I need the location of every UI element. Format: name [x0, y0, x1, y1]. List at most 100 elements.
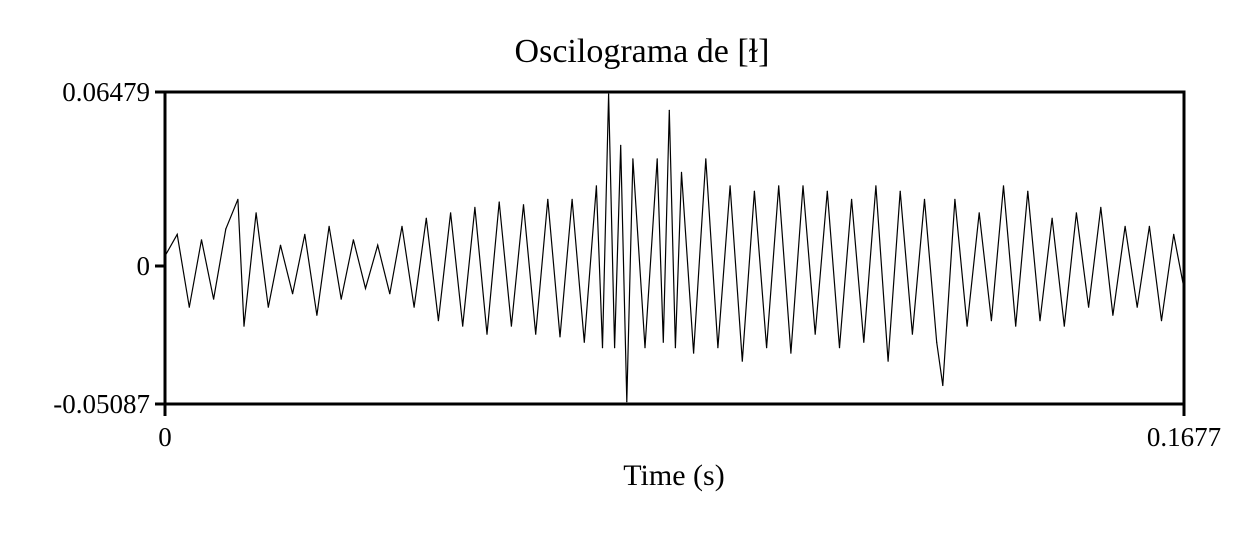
waveform-sample-point — [462, 325, 464, 327]
waveform-sample-point — [316, 314, 318, 316]
plot-frame — [163, 90, 1186, 406]
waveform-series-line — [164, 94, 1185, 402]
waveform-sample-point — [936, 341, 938, 343]
y-tick-label-min: -0.05087 — [53, 389, 150, 419]
waveform-sample-point — [267, 306, 269, 308]
waveform-sample-point — [693, 352, 695, 354]
waveform-sample-point — [766, 347, 768, 349]
waveform-sample-point — [328, 225, 330, 227]
y-tick-label-zero: 0 — [137, 251, 151, 281]
waveform-sample-point — [778, 185, 780, 187]
waveform-sample-point — [188, 306, 190, 308]
waveform-sample-point — [1063, 325, 1065, 327]
waveform-sample-point — [1027, 190, 1029, 192]
waveform-sample-point — [620, 144, 622, 146]
waveform-sample-point — [705, 158, 707, 160]
waveform-sample-point — [1148, 225, 1150, 227]
waveform-sample-point — [377, 244, 379, 246]
waveform-sample-point — [450, 212, 452, 214]
waveform-sample-point — [802, 185, 804, 187]
waveform-sample-point — [826, 190, 828, 192]
waveform-sample-point — [413, 306, 415, 308]
waveform-sample-point — [668, 109, 670, 111]
waveform-sample-point — [1136, 306, 1138, 308]
waveform-sample-point — [863, 341, 865, 343]
waveform-sample-point — [632, 158, 634, 160]
waveform-sample-point — [899, 190, 901, 192]
waveform-sample-point — [425, 217, 427, 219]
waveform-sample-point — [510, 325, 512, 327]
waveform-sample-point — [1039, 320, 1041, 322]
waveform-sample-point — [583, 341, 585, 343]
waveform-sample-point — [1112, 314, 1114, 316]
waveform-sample-point — [990, 320, 993, 322]
waveform-sample-point — [474, 206, 476, 208]
waveform-sample-point — [887, 360, 889, 362]
waveform-sample-point — [401, 225, 403, 227]
waveform-sample-point — [1124, 225, 1126, 227]
waveform-sample-point — [662, 341, 664, 343]
waveform-sample-point — [243, 325, 245, 327]
waveform-sample-point — [1160, 320, 1163, 322]
waveform-sample-point — [644, 347, 646, 349]
waveform-sample-point — [790, 352, 792, 354]
waveform-sample-point — [340, 298, 342, 300]
waveform-sample-point — [601, 347, 604, 349]
waveform-sample-point — [838, 347, 841, 349]
waveform-sample-point — [911, 333, 914, 335]
x-axis-label: Time (s) — [623, 459, 724, 492]
waveform-sample-point — [851, 198, 853, 200]
waveform-sample-point — [1100, 206, 1102, 208]
waveform-sample-point — [225, 228, 227, 230]
waveform-sample-point — [237, 198, 239, 200]
waveform-sample-point — [1051, 217, 1053, 219]
waveform-sample-point — [966, 325, 968, 327]
waveform-sample-point — [875, 185, 877, 187]
waveform-sample-point — [1015, 325, 1017, 327]
waveform-sample-point — [674, 347, 677, 349]
x-tick-label-end: 0.1677 — [1147, 422, 1221, 452]
waveform-sample-point — [213, 298, 215, 300]
waveform-sample-point — [942, 384, 944, 387]
waveform-sample-point — [571, 198, 573, 200]
waveform-sample-point — [595, 185, 598, 187]
waveform-sample-point — [200, 239, 203, 241]
waveform-sample-point — [279, 244, 282, 246]
waveform-sample-point — [486, 333, 488, 335]
waveform-sample-point — [1088, 306, 1090, 308]
waveform-sample-point — [978, 212, 980, 214]
x-tick-label-start: 0 — [158, 422, 172, 452]
waveform-sample-point — [1002, 185, 1005, 187]
waveform-sample-point — [814, 333, 816, 335]
waveform-sample-point — [753, 190, 756, 192]
waveform-sample-point — [680, 171, 683, 173]
waveform-sample-point — [608, 93, 610, 95]
waveform-sample-point — [614, 347, 616, 349]
waveform-sample-point — [389, 293, 391, 295]
y-tick-label-max: 0.06479 — [62, 77, 150, 107]
waveform-sample-point — [1173, 233, 1175, 235]
chart-title: Oscilograma de [ɫ] — [515, 33, 770, 70]
waveform-sample-point — [559, 336, 561, 338]
waveform — [164, 93, 1185, 403]
waveform-sample-point — [437, 320, 439, 322]
waveform-sample-point — [255, 212, 257, 214]
waveform-sample-point — [522, 204, 525, 206]
waveform-sample-point — [176, 233, 178, 235]
waveform-sample-point — [292, 293, 294, 295]
waveform-sample-point — [626, 401, 628, 403]
waveform-sample-point — [364, 287, 367, 289]
waveform-sample-point — [547, 198, 549, 200]
waveform-sample-point — [717, 347, 719, 349]
waveform-sample-point — [741, 360, 743, 362]
waveform-sample-point — [923, 198, 926, 200]
waveform-sample-point — [656, 158, 658, 160]
waveform-sample-point — [729, 185, 731, 187]
waveform-sample-point — [1075, 212, 1077, 214]
waveform-sample-point — [535, 333, 537, 335]
waveform-sample-point — [954, 198, 956, 200]
waveform-sample-point — [304, 233, 306, 235]
waveform-sample-point — [352, 239, 354, 241]
waveform-sample-point — [498, 201, 500, 203]
